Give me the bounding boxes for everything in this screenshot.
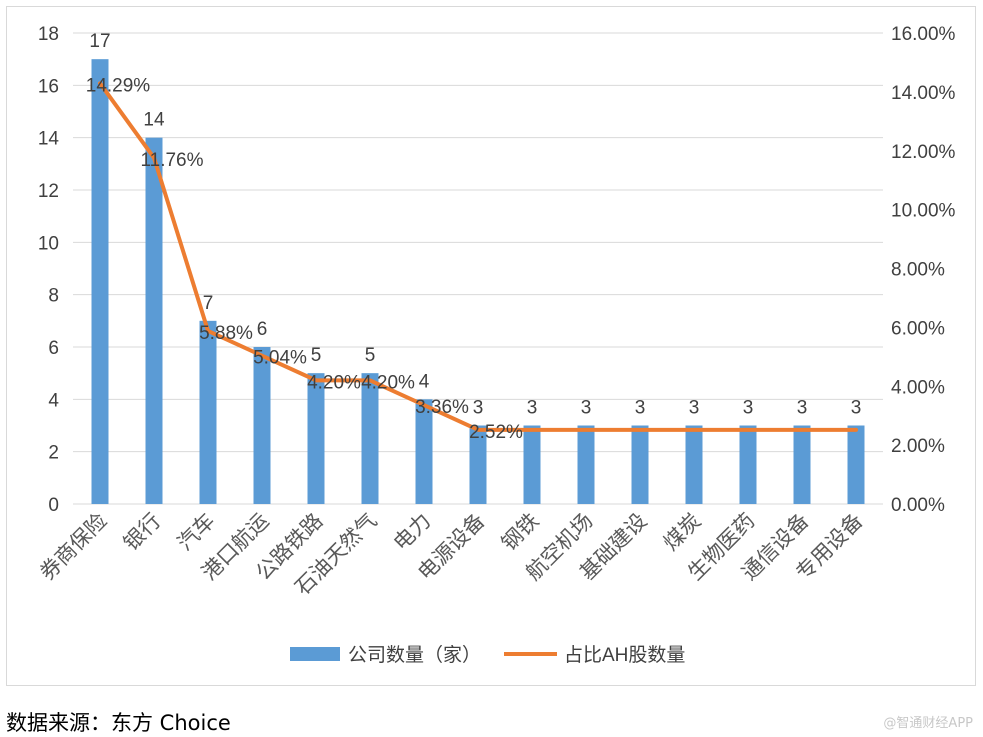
y-right-tick-label: 10.00% [891,201,956,222]
bar-data-label: 17 [89,31,110,52]
bar [631,425,649,504]
y-right-tick-label: 6.00% [891,318,945,339]
bar [523,425,541,504]
y-left-tick-label: 0 [48,495,59,516]
line-data-label: 14.29% [86,75,151,96]
bar-data-label: 5 [311,345,322,366]
x-category-label: 券商保险 [36,509,112,585]
bar-data-label: 4 [419,371,430,392]
line-data-label: 2.52% [469,422,523,443]
y-left-tick-label: 16 [38,76,59,97]
line-data-label: 5.04% [253,348,307,369]
line-data-label: 11.76% [140,150,203,171]
bar [91,59,109,505]
combo-chart: 0 2 4 6 8 10 12 14 16 18 0.00% 2.00% 4.00% 6.00% 8.00%… [36,24,956,666]
bar-data-label: 3 [581,398,592,419]
y-left-tick-label: 12 [38,181,59,202]
bar [361,373,379,504]
bar [469,425,487,504]
y-left-tick-label: 4 [48,390,59,411]
y-left-tick-label: 10 [38,233,59,254]
chart-frame: 0 2 4 6 8 10 12 14 16 18 0.00% 2.00% 4.00% 6.00% 8.00%… [6,6,976,686]
line-data-label: 4.20% [307,372,361,393]
y-right-tick-label: 4.00% [891,377,945,398]
bar-data-label: 5 [365,345,376,366]
bar [415,399,433,504]
x-category-label: 煤炭 [660,509,706,555]
y-right-tick-label: 14.00% [891,83,956,104]
bar-data-label: 3 [473,398,484,419]
bar-data-label: 3 [743,398,754,419]
bar-data-label: 3 [635,398,646,419]
bar [199,320,217,504]
y-left-tick-label: 8 [48,286,59,307]
bar [685,425,703,504]
y-left-tick-label: 2 [48,443,59,464]
bar-data-label: 3 [797,398,808,419]
legend-bar-swatch [290,647,340,661]
legend-line-label: 占比AH股数量 [564,644,685,666]
bar-data-label: 7 [203,293,214,314]
y-left-tick-label: 6 [48,338,59,359]
x-category-label: 电力 [390,509,436,555]
source-note: 数据来源：东方 Choice [6,711,231,735]
x-category-label: 钢铁 [498,509,544,555]
y-left-tick-label: 14 [38,129,60,150]
bar [847,425,865,504]
bar-data-label: 3 [689,398,700,419]
y-left-tick-label: 18 [38,24,59,45]
bar-data-label: 14 [143,110,165,131]
line-data-label: 5.88% [199,323,253,344]
bar-data-label: 6 [257,319,268,340]
line-data-label: 3.36% [415,397,469,418]
y-right-tick-label: 2.00% [891,436,945,457]
bar [739,425,757,504]
bar [145,137,163,504]
line-series [98,81,858,432]
bar [577,425,595,504]
x-category-label: 银行 [120,509,166,555]
legend-bar-label: 公司数量（家） [348,644,481,666]
y-right-tick-label: 16.00% [891,24,956,45]
bar [793,425,811,504]
bar [307,373,325,504]
watermark: @智通财经APP [883,716,973,731]
bar [253,347,271,504]
x-category-label: 汽车 [174,509,220,555]
y-right-tick-label: 0.00% [891,495,945,516]
y-right-tick-label: 12.00% [891,142,956,163]
bar-data-label: 3 [851,398,862,419]
y-right-tick-label: 8.00% [891,260,945,281]
line-data-label: 4.20% [361,372,415,393]
bar-data-label: 3 [527,398,538,419]
